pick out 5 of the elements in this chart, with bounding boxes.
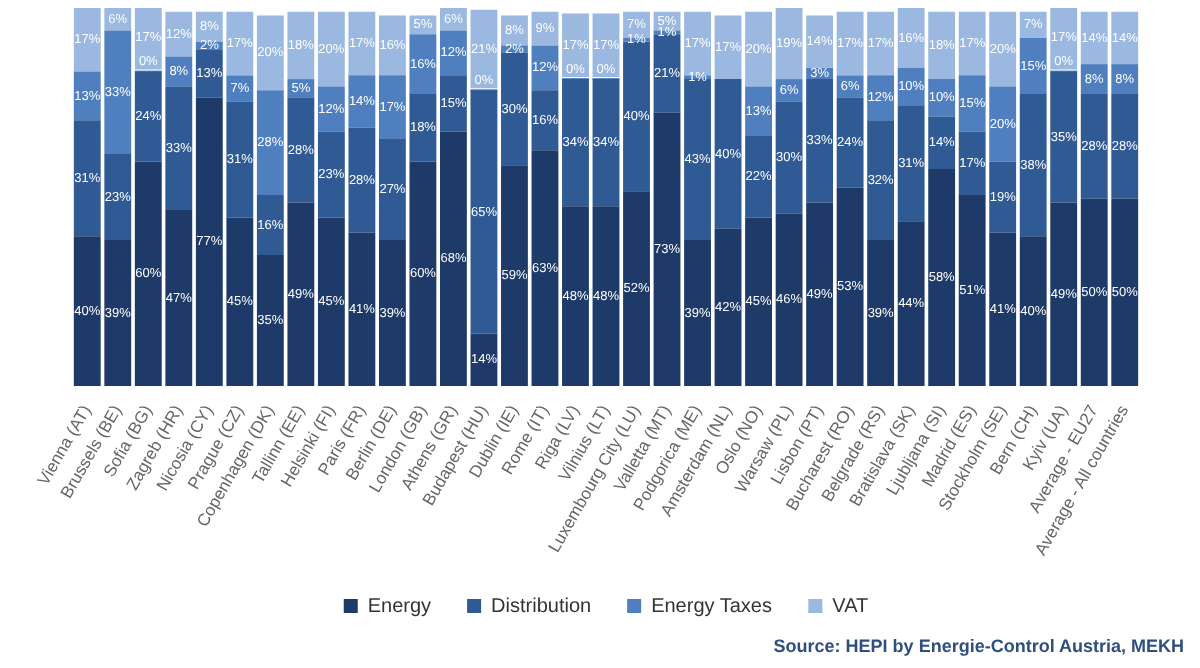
source-note: Source: HEPI by Energie-Control Austria, MEKH [771, 636, 1184, 656]
legend-label: Distribution [491, 595, 592, 618]
legend-label: Energy [367, 595, 432, 618]
legend-label: VAT [832, 595, 869, 618]
legend-label: Energy Taxes [651, 595, 772, 618]
